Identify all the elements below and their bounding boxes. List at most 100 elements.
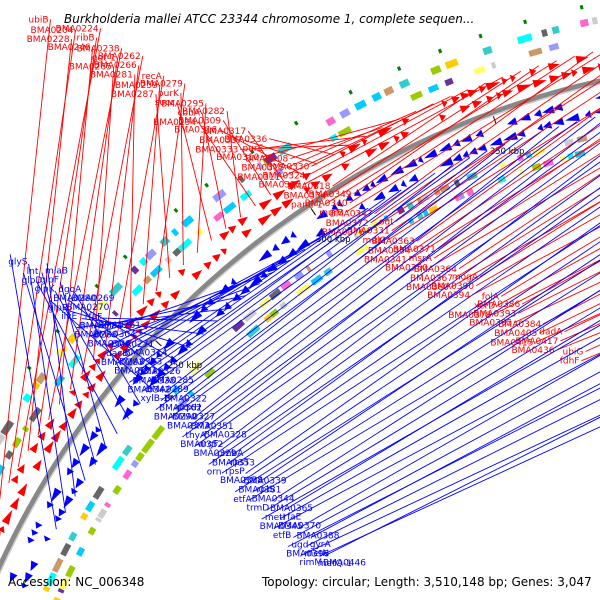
forward-label-leader	[261, 118, 400, 158]
forward-gene-arrow	[37, 431, 46, 441]
cog-block	[293, 270, 305, 281]
forward-gene-label: panE-1	[291, 200, 323, 210]
reverse-gene-label: miaB	[45, 266, 68, 276]
cog-block	[231, 319, 246, 333]
reverse-gene-label: BMA0381	[238, 486, 281, 496]
forward-gene-arrow	[74, 400, 83, 410]
reverse-gene-arrow	[423, 149, 438, 159]
reverse-gene-arrow	[297, 238, 311, 250]
reverse-gene-label: lnt	[27, 267, 39, 277]
cog-block	[121, 444, 133, 457]
cog-block	[87, 526, 97, 536]
reverse-gene-label: rfaE	[283, 513, 301, 523]
forward-gene-label: BMA0390	[431, 282, 474, 292]
cog-block	[42, 585, 51, 593]
reverse-gene-arrow	[67, 467, 75, 476]
cog-block	[482, 45, 493, 56]
forward-gene-label: BMA0340	[305, 199, 348, 209]
reverse-label-leader	[187, 116, 596, 429]
forward-gene-label: BMA0265	[69, 63, 112, 73]
forward-gene-label: dadA	[539, 328, 563, 338]
forward-label-leader	[345, 54, 600, 213]
cog-block	[548, 42, 560, 52]
reverse-gene-arrow	[20, 582, 29, 589]
reverse-label-leader	[76, 307, 232, 329]
forward-gene-label: ribB	[77, 34, 95, 44]
forward-gene-arrow	[88, 363, 96, 372]
forward-gene-label: BMA0324	[262, 172, 305, 182]
reverse-gene-arrow	[30, 560, 39, 572]
cog-block	[383, 85, 395, 97]
forward-gene-label: fdhF	[560, 357, 580, 367]
reverse-label-leader	[306, 399, 600, 547]
forward-gene-label: purE	[242, 144, 263, 154]
forward-label-leader	[437, 138, 600, 250]
cog-block	[122, 469, 133, 481]
reverse-gene-label: metN	[305, 549, 330, 559]
cog-block	[242, 308, 258, 323]
accession-text: Accession: NC_006348	[8, 575, 145, 589]
reverse-gene-label: BMA0351	[191, 422, 234, 432]
reverse-gene-label: rfaF	[85, 312, 103, 322]
cog-block	[466, 188, 475, 197]
cog-block	[130, 265, 140, 275]
forward-gene-label: BMA0282	[182, 107, 225, 117]
reverse-gene-label: dgoA	[58, 285, 82, 295]
backbone-ring	[0, 78, 600, 572]
forward-gene-label: msrA	[409, 254, 433, 264]
reverse-gene-arrow	[400, 179, 407, 187]
reverse-gene-arrow	[316, 209, 329, 220]
reverse-gene-label: BMA0304	[93, 330, 136, 340]
forward-label-leader	[176, 101, 212, 241]
cog-block	[490, 61, 497, 69]
forward-gene-arrow	[32, 459, 42, 472]
forward-label-leader	[105, 65, 140, 346]
forward-label-leader	[475, 214, 600, 287]
reverse-gene-label: BMA0283	[101, 358, 144, 368]
cog-block	[277, 142, 293, 156]
reverse-label-leader	[28, 263, 67, 513]
forward-label-leader	[93, 66, 115, 361]
forward-gene-label: BMA0360	[406, 283, 449, 293]
reverse-gene-arrow	[290, 230, 298, 238]
cog-block	[177, 237, 193, 252]
forward-gene-arrow	[220, 248, 227, 256]
reverse-gene-label: glpF	[40, 276, 59, 286]
forward-gene-arrow	[82, 391, 89, 399]
reverse-gene-label: BMA0270	[66, 303, 109, 313]
reverse-gene-arrow	[542, 105, 555, 114]
rna-mark	[122, 254, 128, 260]
reverse-gene-label: rpsP	[225, 467, 245, 477]
cog-block	[427, 83, 440, 94]
forward-gene-label: BMA0347	[330, 210, 373, 220]
reverse-label-leader	[49, 299, 153, 390]
forward-label-leader	[180, 92, 184, 266]
reverse-label-leader	[192, 126, 560, 420]
cog-block	[111, 455, 125, 471]
forward-label-leader	[37, 37, 98, 436]
reverse-gene-arrow	[24, 572, 33, 584]
reverse-gene-arrow	[58, 508, 66, 517]
forward-gene-arrow	[203, 261, 212, 270]
cog-block	[66, 333, 78, 345]
forward-label-leader	[286, 110, 417, 169]
reverse-gene-label: BMA0342	[127, 385, 170, 395]
reverse-gene-label: BMA0365	[270, 504, 313, 514]
topology-summary-text: Topology: circular; Length: 3,510,148 bp…	[262, 575, 592, 589]
forward-label-leader	[450, 201, 600, 288]
reverse-gene-arrow	[331, 203, 339, 210]
cog-block	[466, 171, 478, 182]
reverse-gene-label: BMA0285	[151, 376, 194, 386]
cog-block	[112, 484, 122, 495]
forward-gene-label: BMA0393	[473, 309, 516, 319]
cog-block	[75, 546, 86, 557]
forward-label-leader	[197, 121, 256, 207]
cog-block	[339, 108, 351, 119]
forward-gene-arrow	[321, 173, 333, 183]
cog-block	[354, 99, 368, 111]
reverse-gene-arrow	[156, 350, 163, 358]
forward-gene-arrow	[400, 132, 410, 140]
reverse-label-leader	[160, 150, 488, 401]
reverse-gene-arrow	[358, 202, 366, 210]
